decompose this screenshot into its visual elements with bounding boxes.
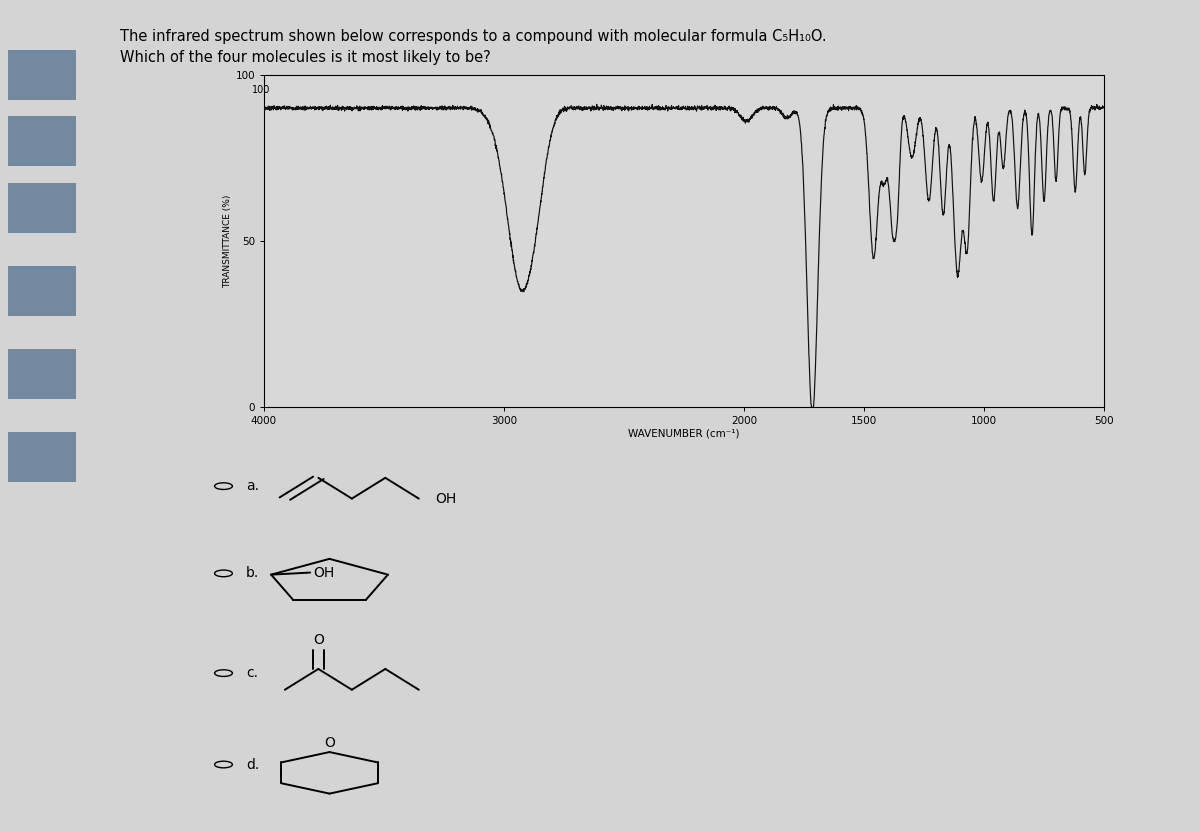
Text: O: O xyxy=(324,736,335,750)
Text: The infrared spectrum shown below corresponds to a compound with molecular formu: The infrared spectrum shown below corres… xyxy=(120,29,827,44)
Text: O: O xyxy=(313,633,324,647)
Text: 100: 100 xyxy=(252,85,270,95)
Bar xyxy=(8,183,76,233)
Bar xyxy=(8,432,76,482)
Text: b.: b. xyxy=(246,567,259,580)
Text: c.: c. xyxy=(246,666,258,680)
Text: OH: OH xyxy=(436,492,457,505)
Text: OH: OH xyxy=(313,566,335,579)
Y-axis label: TRANSMITTANCE (%): TRANSMITTANCE (%) xyxy=(223,194,233,288)
Bar xyxy=(8,50,76,100)
Bar xyxy=(8,116,76,166)
Text: Which of the four molecules is it most likely to be?: Which of the four molecules is it most l… xyxy=(120,50,491,65)
Text: a.: a. xyxy=(246,479,259,493)
Text: d.: d. xyxy=(246,758,259,771)
X-axis label: WAVENUMBER (cm⁻¹): WAVENUMBER (cm⁻¹) xyxy=(629,429,739,439)
Bar xyxy=(8,349,76,399)
Bar xyxy=(8,266,76,316)
